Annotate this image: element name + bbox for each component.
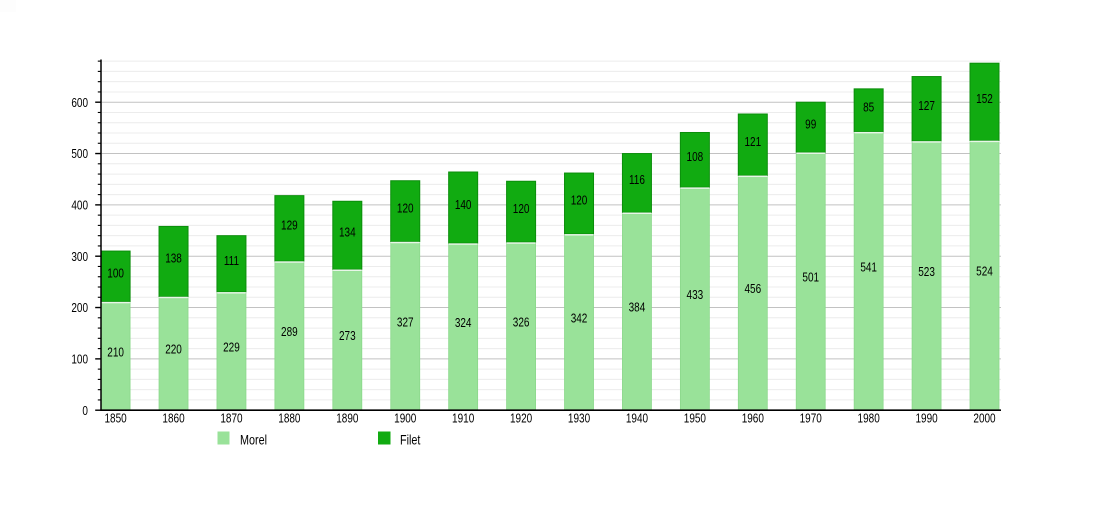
svg-text:524: 524 xyxy=(976,266,993,279)
svg-text:120: 120 xyxy=(571,195,588,208)
svg-text:501: 501 xyxy=(802,272,819,285)
svg-text:1970: 1970 xyxy=(800,412,822,425)
svg-text:1910: 1910 xyxy=(452,412,474,425)
svg-text:1920: 1920 xyxy=(510,412,532,425)
svg-text:99: 99 xyxy=(805,118,816,131)
svg-text:127: 127 xyxy=(918,100,935,113)
svg-text:1850: 1850 xyxy=(104,412,126,425)
svg-text:111: 111 xyxy=(224,255,239,268)
svg-text:129: 129 xyxy=(281,220,298,233)
svg-text:152: 152 xyxy=(976,93,993,106)
svg-text:1900: 1900 xyxy=(394,412,416,425)
svg-text:500: 500 xyxy=(71,148,88,161)
svg-text:289: 289 xyxy=(281,326,298,339)
svg-text:600: 600 xyxy=(71,97,88,110)
svg-text:Filet: Filet xyxy=(400,432,421,447)
svg-text:138: 138 xyxy=(165,253,182,266)
svg-text:1990: 1990 xyxy=(915,412,937,425)
svg-text:210: 210 xyxy=(107,346,124,359)
svg-text:327: 327 xyxy=(397,316,414,329)
svg-text:120: 120 xyxy=(513,203,530,216)
svg-text:220: 220 xyxy=(165,344,182,357)
svg-text:120: 120 xyxy=(397,202,414,215)
svg-text:134: 134 xyxy=(339,227,356,240)
svg-text:116: 116 xyxy=(629,174,645,187)
svg-text:0: 0 xyxy=(82,405,88,418)
svg-text:2000: 2000 xyxy=(973,412,995,425)
svg-text:324: 324 xyxy=(455,317,472,330)
svg-text:108: 108 xyxy=(687,151,704,164)
svg-text:200: 200 xyxy=(71,302,88,315)
svg-text:384: 384 xyxy=(629,302,646,315)
svg-text:1860: 1860 xyxy=(162,412,184,425)
svg-text:433: 433 xyxy=(687,289,704,302)
svg-text:1880: 1880 xyxy=(278,412,300,425)
svg-text:140: 140 xyxy=(455,199,472,212)
svg-text:Morel: Morel xyxy=(240,432,267,447)
svg-text:85: 85 xyxy=(863,102,874,115)
svg-text:1940: 1940 xyxy=(626,412,648,425)
svg-text:523: 523 xyxy=(918,266,935,279)
svg-text:456: 456 xyxy=(744,283,761,296)
svg-text:326: 326 xyxy=(513,317,530,330)
svg-text:1980: 1980 xyxy=(858,412,880,425)
svg-text:121: 121 xyxy=(744,136,761,149)
svg-text:1870: 1870 xyxy=(220,412,242,425)
svg-text:273: 273 xyxy=(339,330,356,343)
svg-text:541: 541 xyxy=(860,261,877,274)
svg-text:1890: 1890 xyxy=(336,412,358,425)
svg-text:100: 100 xyxy=(71,354,88,367)
svg-text:229: 229 xyxy=(223,341,240,354)
svg-text:400: 400 xyxy=(71,200,88,213)
svg-text:1960: 1960 xyxy=(742,412,764,425)
svg-text:1950: 1950 xyxy=(684,412,706,425)
svg-text:342: 342 xyxy=(571,312,588,325)
svg-text:300: 300 xyxy=(71,251,88,264)
svg-text:1930: 1930 xyxy=(568,412,590,425)
svg-text:100: 100 xyxy=(107,268,124,281)
